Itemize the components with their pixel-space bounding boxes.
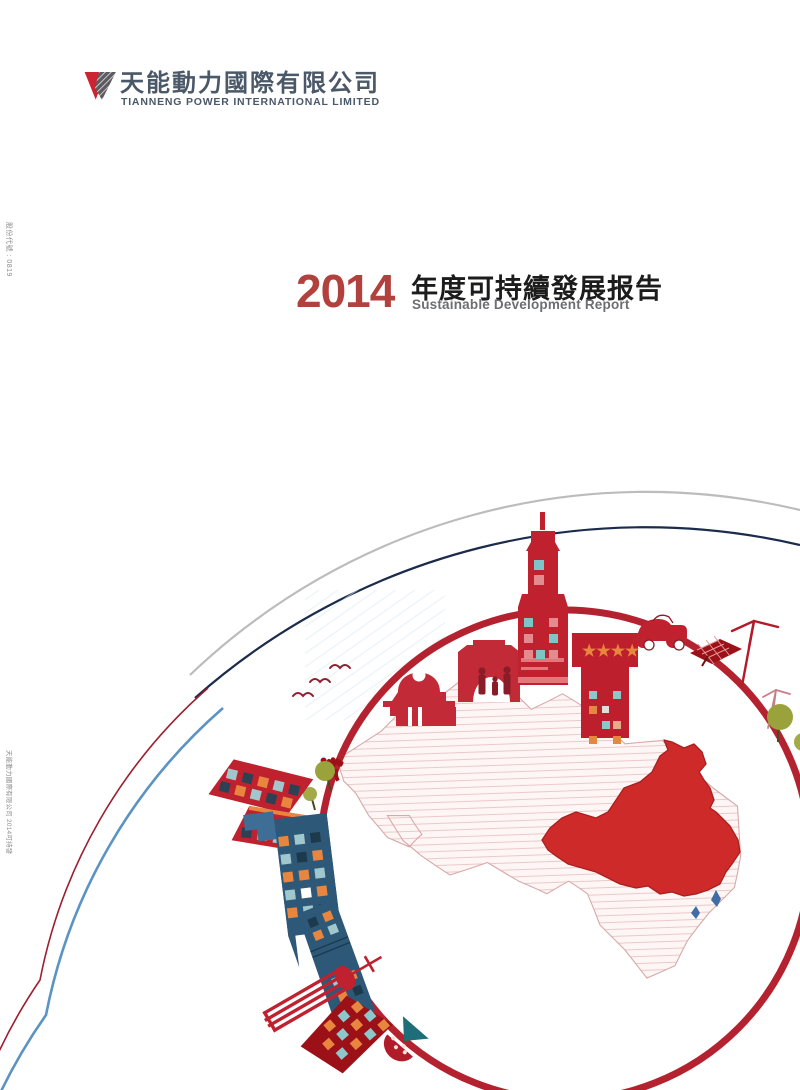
svg-text:★★★★: ★★★★ (582, 643, 640, 660)
